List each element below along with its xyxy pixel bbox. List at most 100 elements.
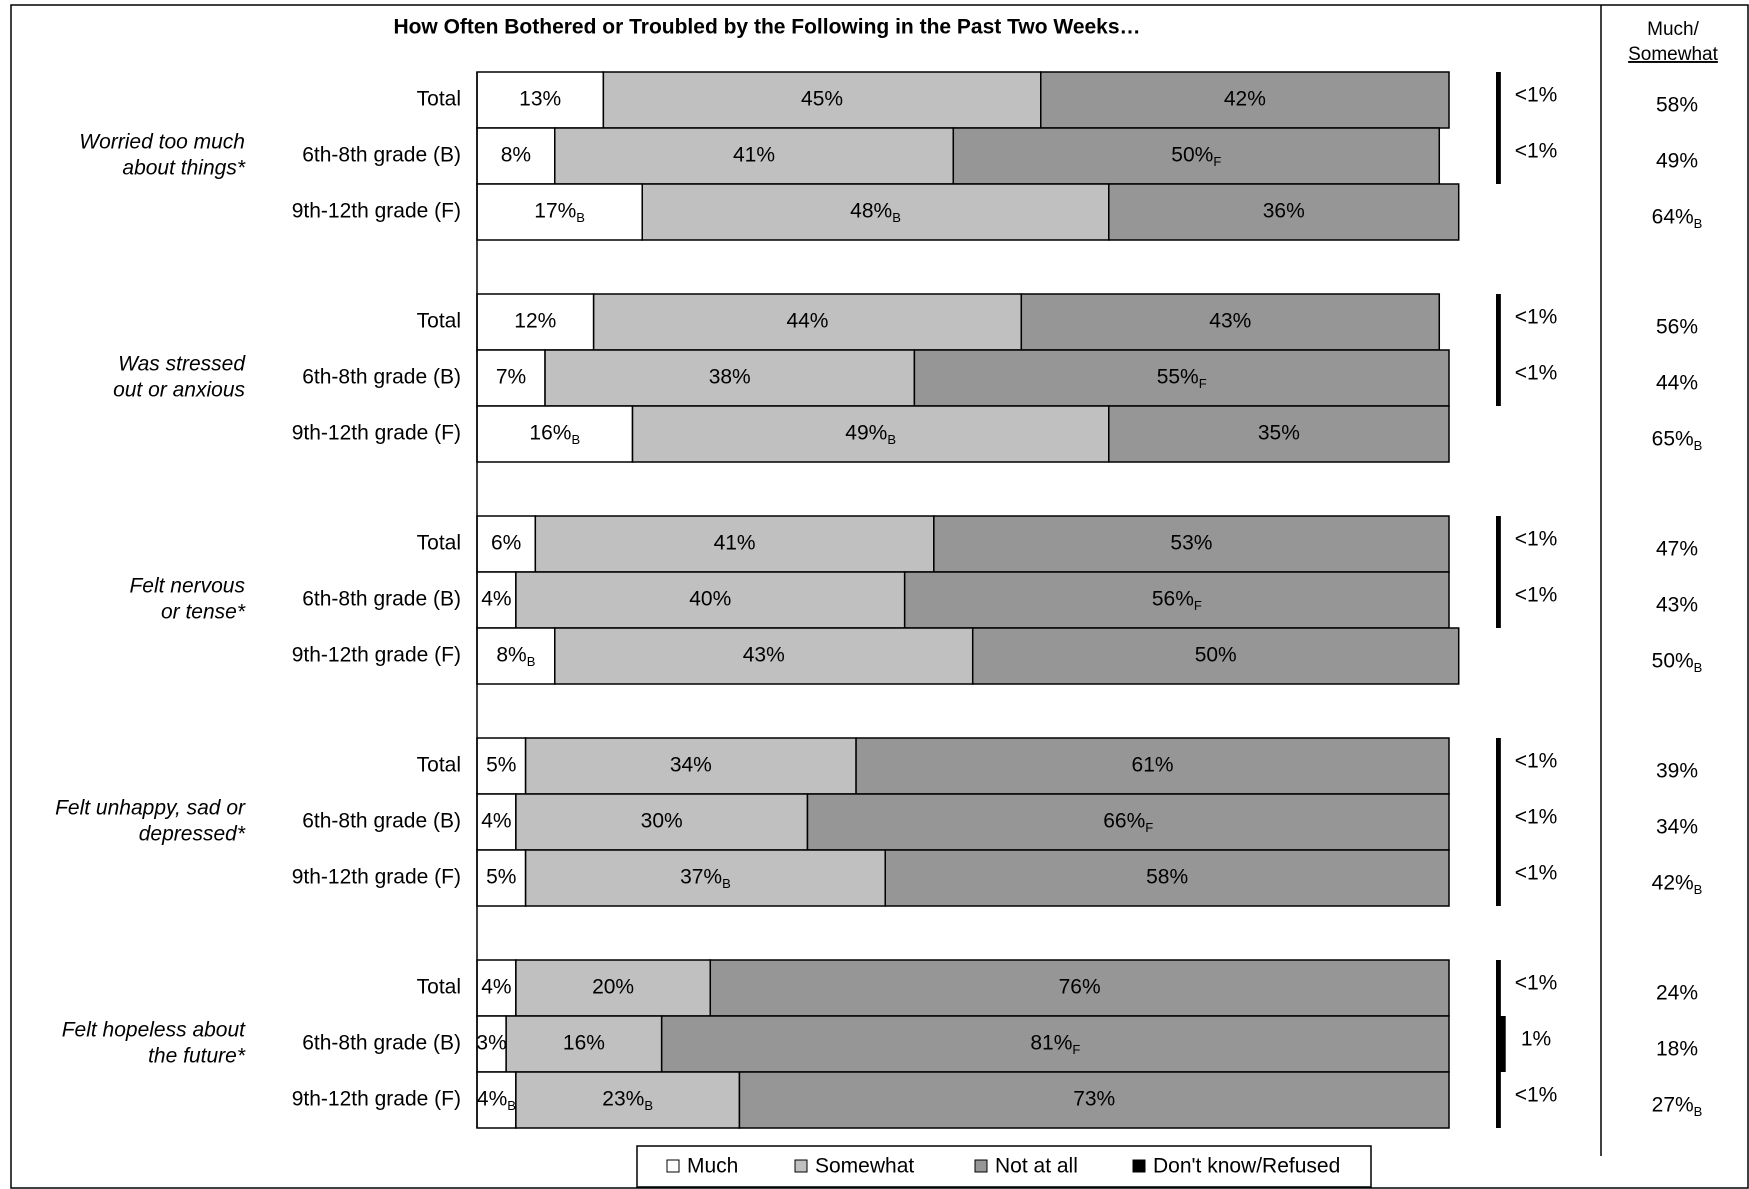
significance: F [1072,1042,1080,1057]
bar-segment [952,127,1441,185]
row-label: 9th-12th grade (F) [292,422,461,445]
bar-segment [1496,350,1501,406]
bar-segment [515,571,906,629]
data-label: 34% [670,754,712,777]
group-label: out or anxious [113,379,245,402]
legend-swatch [974,1159,988,1173]
significance: B [1694,882,1703,897]
row-label: 9th-12th grade (F) [292,644,461,667]
bar-segment [554,627,974,685]
data-label: <1% [1515,584,1558,607]
bar-segment [1108,183,1460,241]
data-label: 58% [1146,866,1188,889]
data-label: 42% [1224,88,1266,111]
bar-segment [903,571,1450,629]
data-label: 73% [1073,1088,1115,1111]
significance: B [507,1098,516,1113]
summary-label: 27%B [1652,1094,1703,1120]
row-label: 6th-8th grade (B) [302,1032,461,1055]
row-label: 9th-12th grade (F) [292,866,461,889]
bar-segment [476,183,643,241]
row-label: Total [417,88,461,111]
data-label: <1% [1515,362,1558,385]
chart-title: How Often Bothered or Troubled by the Fo… [393,16,1140,39]
data-label: <1% [1515,84,1558,107]
data-label: 50% [1195,644,1237,667]
significance: B [576,210,585,225]
summary-label: 34% [1656,816,1698,839]
legend-swatch [794,1159,808,1173]
significance: B [1694,660,1703,675]
summary-label: 24% [1656,982,1698,1005]
summary-label: 42%B [1652,872,1703,898]
legend-swatch [1132,1159,1146,1173]
summary-title: Somewhat [1628,44,1718,65]
row-label: Total [417,532,461,555]
bar-segment [1496,960,1501,1016]
data-label: <1% [1515,528,1558,551]
data-label: 7% [496,366,526,389]
legend [636,1145,1372,1188]
significance: B [1694,216,1703,231]
bar-segment [534,515,935,573]
significance: B [571,432,580,447]
bar-segment [806,793,1450,851]
data-label: <1% [1515,862,1558,885]
bar-segment [641,183,1110,241]
bar-segment [1496,850,1501,906]
data-label: 4% [481,588,511,611]
bar-segment [1040,71,1450,129]
bar-segment [1496,128,1501,184]
data-label: 41% [714,532,756,555]
data-label: 53% [1170,532,1212,555]
legend-label: Somewhat [815,1155,914,1178]
bar-segment [738,1071,1450,1129]
data-label: 6% [491,532,521,555]
bar-segment [1108,405,1450,463]
group-label: Felt unhappy, sad or [55,797,246,820]
significance: F [1213,154,1221,169]
bar-segment [1496,516,1501,572]
data-label: <1% [1515,750,1558,773]
data-label: 44% [786,310,828,333]
significance: F [1145,820,1153,835]
legend-swatch [666,1159,680,1173]
significance: B [644,1098,653,1113]
legend-label: Not at all [995,1155,1078,1178]
row-label: 9th-12th grade (F) [292,200,461,223]
significance: B [887,432,896,447]
summary-label: 56% [1656,316,1698,339]
bar-segment [554,127,955,185]
data-label: 66%F [1103,810,1153,836]
group-label: Felt hopeless about [62,1019,246,1042]
data-label: 5% [486,866,516,889]
group-label: about things* [122,157,245,180]
group-label: or tense* [161,601,246,624]
summary-label: 39% [1656,760,1698,783]
bar-segment [660,1015,1450,1073]
row-label: 6th-8th grade (B) [302,588,461,611]
row-label: Total [417,754,461,777]
data-label: 13% [519,88,561,111]
bar-segment [631,405,1110,463]
summary-label: 47% [1656,538,1698,561]
data-label: 56%F [1152,588,1202,614]
bar-segment [515,1071,741,1129]
bar-segment [1496,738,1501,794]
summary-label: 65%B [1652,428,1703,454]
bar-segment [515,793,809,851]
data-label: <1% [1515,806,1558,829]
data-label: 35% [1258,422,1300,445]
group-label: Worried too much [79,131,245,154]
group-label: depressed* [139,823,246,846]
data-label: <1% [1515,140,1558,163]
data-label: 43% [1209,310,1251,333]
significance: F [1199,376,1207,391]
summary-label: 58% [1656,94,1698,117]
bar-segment [1496,1072,1501,1128]
bar-segment [476,405,634,463]
row-label: 6th-8th grade (B) [302,366,461,389]
bar-segment [884,849,1450,907]
data-label: 36% [1263,200,1305,223]
